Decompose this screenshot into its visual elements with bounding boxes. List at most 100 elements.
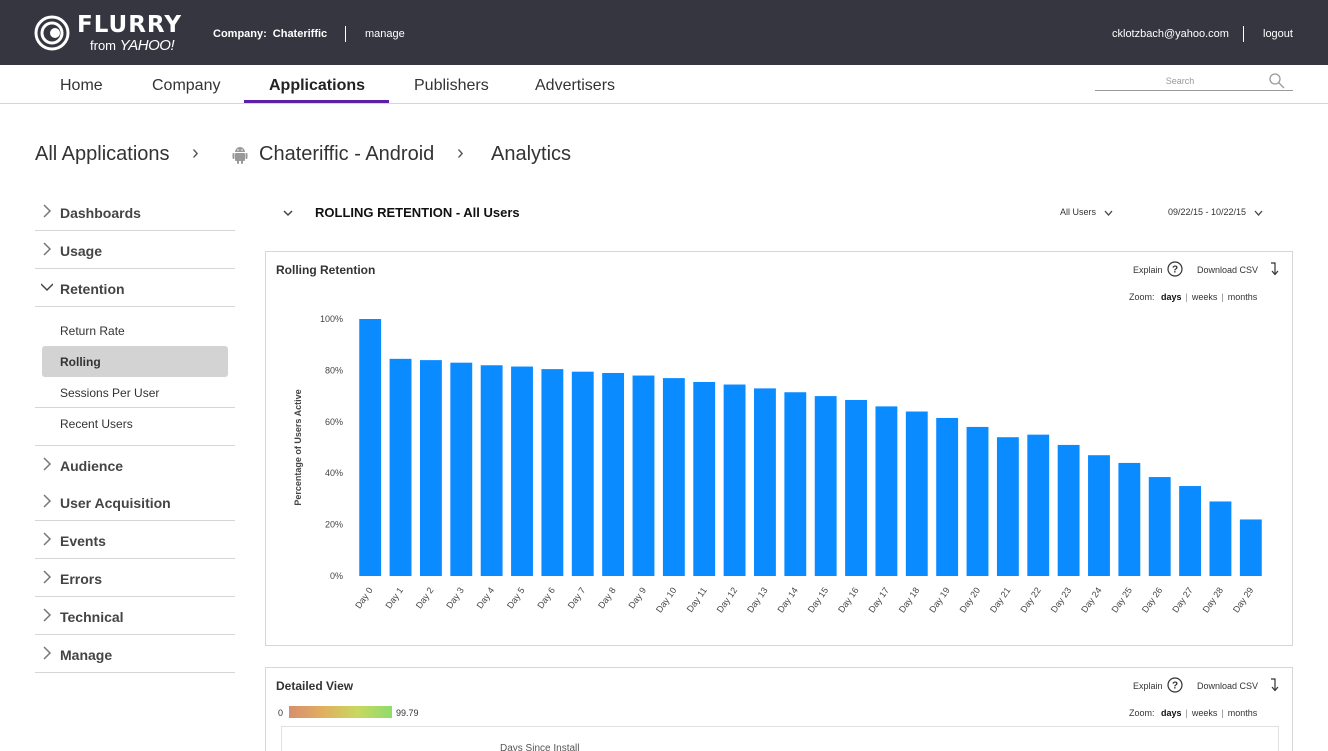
divider xyxy=(345,26,346,42)
chart-bar xyxy=(541,369,564,576)
nav-publishers[interactable]: Publishers xyxy=(414,77,489,94)
download-csv-link[interactable]: Download CSV xyxy=(1197,265,1259,275)
y-tick-label: 40% xyxy=(325,468,343,478)
user-email[interactable]: cklotzbach@yahoo.com xyxy=(1112,28,1229,40)
x-tick-label: Day 24 xyxy=(1079,585,1104,614)
collapse-chevron-icon[interactable] xyxy=(282,207,294,219)
download-icon[interactable] xyxy=(1269,262,1279,276)
chart-bar xyxy=(723,384,746,576)
x-tick-label: Day 17 xyxy=(866,585,891,614)
y-tick-label: 100% xyxy=(320,314,343,324)
explain-link[interactable]: Explain xyxy=(1133,265,1163,275)
chevron-down-icon xyxy=(1104,210,1113,216)
x-tick-label: Day 10 xyxy=(654,585,679,614)
table-header: Days Since Install xyxy=(500,743,580,751)
panel-title: Rolling Retention xyxy=(276,263,376,277)
flurry-logo[interactable]: FLURRY from YAHOO! xyxy=(34,12,184,55)
nav-company[interactable]: Company xyxy=(152,77,221,94)
chart-bar xyxy=(389,358,412,576)
main-nav: Home Company Applications Publishers Adv… xyxy=(0,65,1328,104)
y-tick-label: 60% xyxy=(325,417,343,427)
x-tick-label: Day 0 xyxy=(353,585,375,610)
sidebar-subitem-recent-users[interactable]: Recent Users xyxy=(60,417,133,431)
date-range-dropdown[interactable]: 09/22/15 - 10/22/15 xyxy=(1168,207,1263,217)
chevron-right-icon xyxy=(43,494,52,508)
chart-bar xyxy=(905,411,928,576)
zoom-days[interactable]: days xyxy=(1161,292,1182,302)
nav-applications[interactable]: Applications xyxy=(269,77,366,94)
explain-link[interactable]: Explain xyxy=(1133,681,1163,691)
panel-title: Detailed View xyxy=(276,679,354,693)
zoom-separator: | xyxy=(1185,708,1188,718)
user-filter-dropdown[interactable]: All Users xyxy=(1060,207,1113,217)
sidebar-item-user-acquisition[interactable]: User Acquisition xyxy=(35,483,235,521)
chart-bar xyxy=(1209,501,1232,576)
chart-bar xyxy=(1239,519,1262,576)
help-icon[interactable]: ? xyxy=(1167,677,1183,693)
zoom-weeks[interactable]: weeks xyxy=(1191,292,1218,302)
android-icon xyxy=(232,147,248,164)
sidebar-item-usage[interactable]: Usage xyxy=(35,231,235,269)
svg-text:?: ? xyxy=(1172,681,1178,692)
sidebar-item-label: Audience xyxy=(60,458,124,474)
logout-link[interactable]: logout xyxy=(1263,28,1293,40)
chart-bar xyxy=(1088,455,1110,576)
sidebar-item-label: Technical xyxy=(60,609,124,625)
y-tick-label: 0% xyxy=(330,571,343,581)
sidebar-item-retention[interactable]: Retention xyxy=(35,269,235,307)
zoom-weeks[interactable]: weeks xyxy=(1191,708,1218,718)
sidebar-subitem-return-rate[interactable]: Return Rate xyxy=(60,324,125,338)
chart-bar xyxy=(693,381,716,576)
chart-bar xyxy=(754,388,776,576)
zoom-months[interactable]: months xyxy=(1227,292,1258,302)
company-selector[interactable]: Company: Chateriffic xyxy=(213,28,327,40)
chevron-right-icon xyxy=(43,570,52,584)
sidebar-item-technical[interactable]: Technical xyxy=(35,597,235,635)
chevron-right-icon xyxy=(43,646,52,660)
sidebar-item-audience[interactable]: Audience xyxy=(35,407,235,474)
x-tick-label: Day 29 xyxy=(1231,585,1256,614)
sidebar-item-dashboards[interactable]: Dashboards xyxy=(35,193,235,231)
breadcrumb-all-applications[interactable]: All Applications xyxy=(35,143,170,165)
search-input[interactable] xyxy=(1095,72,1265,90)
x-tick-label: Day 18 xyxy=(897,585,922,614)
x-tick-label: Day 4 xyxy=(475,585,497,610)
x-tick-label: Day 9 xyxy=(626,585,648,610)
x-tick-label: Day 5 xyxy=(505,585,527,610)
x-tick-label: Day 27 xyxy=(1170,585,1195,614)
sidebar-item-manage[interactable]: Manage xyxy=(35,635,235,673)
x-tick-label: Day 2 xyxy=(414,585,436,610)
chart-bar xyxy=(511,366,533,576)
download-icon[interactable] xyxy=(1269,678,1279,692)
sidebar-item-events[interactable]: Events xyxy=(35,521,235,559)
chart-bar xyxy=(1057,444,1080,576)
chart-bar xyxy=(875,406,898,576)
zoom-days[interactable]: days xyxy=(1161,708,1182,718)
nav-home[interactable]: Home xyxy=(60,77,103,94)
x-tick-label: Day 22 xyxy=(1018,585,1043,614)
chart-bar xyxy=(632,375,655,576)
chart-bar xyxy=(602,372,625,576)
x-tick-label: Day 16 xyxy=(836,585,861,614)
retention-bar-chart: 0% 20% 40% 60% 80% 100% Percentage of Users Ac… xyxy=(293,314,1262,615)
sidebar-item-label: Dashboards xyxy=(60,205,141,221)
x-tick-label: Day 3 xyxy=(444,585,466,610)
sidebar-item-label: Retention xyxy=(60,281,125,297)
chart-bar xyxy=(359,319,382,576)
zoom-months[interactable]: months xyxy=(1227,708,1258,718)
breadcrumb-app[interactable]: Chateriffic - Android xyxy=(259,143,435,165)
chart-bar xyxy=(966,426,989,576)
nav-advertisers[interactable]: Advertisers xyxy=(535,77,616,94)
search-icon[interactable] xyxy=(1268,72,1286,90)
sidebar-item-errors[interactable]: Errors xyxy=(35,559,235,597)
download-csv-link[interactable]: Download CSV xyxy=(1197,681,1259,691)
chevron-right-icon xyxy=(43,242,52,256)
top-bar: FLURRY from YAHOO! Company: Chateriffic m… xyxy=(0,0,1328,65)
y-axis-label: Percentage of Users Active xyxy=(293,389,303,505)
manage-link[interactable]: manage xyxy=(365,28,405,40)
logo-wordmark: FLURRY xyxy=(77,12,183,38)
sidebar-subitem-rolling[interactable]: Rolling xyxy=(60,355,101,369)
help-icon[interactable]: ? xyxy=(1167,261,1183,277)
x-tick-label: Day 15 xyxy=(806,585,831,614)
sidebar-subitem-sessions-per-user[interactable]: Sessions Per User xyxy=(60,386,160,400)
